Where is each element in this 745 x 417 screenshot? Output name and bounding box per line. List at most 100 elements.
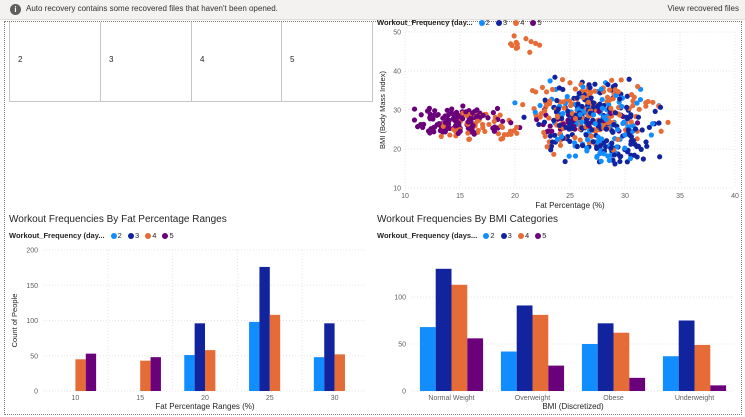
scatter-point[interactable] (542, 108, 548, 114)
scatter-point[interactable] (460, 116, 466, 122)
scatter-point[interactable] (460, 103, 466, 109)
scatter-point[interactable] (557, 142, 564, 148)
scatter-point[interactable] (500, 135, 506, 141)
scatter-point[interactable] (512, 100, 518, 106)
scatter-point[interactable] (491, 118, 497, 124)
scatter-point[interactable] (411, 117, 418, 123)
scatter-point[interactable] (619, 103, 625, 110)
scatter-point[interactable] (603, 126, 609, 132)
scatter-point[interactable] (622, 132, 628, 138)
scatter-point[interactable] (463, 109, 469, 115)
scatter-point[interactable] (612, 161, 618, 167)
scatter-point[interactable] (637, 96, 644, 103)
scatter-point[interactable] (584, 147, 590, 154)
scatter-point[interactable] (572, 135, 578, 141)
scatter-point[interactable] (447, 132, 453, 138)
scatter-point[interactable] (640, 156, 646, 162)
scatter-point[interactable] (596, 138, 602, 145)
scatter-point[interactable] (620, 120, 626, 126)
scatter-point[interactable] (579, 103, 585, 110)
scatter-point[interactable] (645, 98, 651, 105)
scatter-point[interactable] (551, 117, 557, 123)
scatter-point[interactable] (634, 100, 640, 106)
scatter-point[interactable] (565, 108, 571, 114)
scatter-point[interactable] (411, 106, 418, 112)
scatter-point[interactable] (521, 114, 527, 120)
scatter-point[interactable] (632, 126, 639, 132)
fat-bar-chart[interactable]: 0 50 100 150 200 10 15 20 25 30 Fat Percentage Ran… (5, 240, 371, 412)
scatter-point[interactable] (434, 122, 440, 128)
table-cell[interactable]: 2 (10, 22, 101, 101)
scatter-point[interactable] (577, 137, 583, 143)
scatter-point[interactable] (615, 127, 621, 133)
legend-item[interactable]: 2 (107, 231, 122, 240)
scatter-point[interactable] (444, 107, 450, 113)
scatter-point[interactable] (442, 129, 448, 135)
scatter-point[interactable] (574, 95, 580, 101)
scatter-point[interactable] (652, 108, 658, 115)
scatter-point[interactable] (618, 153, 624, 159)
legend-item[interactable]: 3 (124, 231, 139, 240)
scatter-point[interactable] (552, 132, 558, 138)
scatter-point[interactable] (511, 127, 517, 134)
scatter-point[interactable] (611, 121, 617, 128)
scatter-point[interactable] (558, 134, 565, 140)
scatter-point[interactable] (455, 130, 461, 137)
scatter-point[interactable] (597, 143, 604, 149)
scatter-point[interactable] (427, 130, 433, 136)
scatter-point[interactable] (630, 137, 637, 144)
scatter-point[interactable] (440, 115, 446, 121)
bar[interactable] (532, 314, 549, 391)
scatter-point[interactable] (575, 101, 581, 107)
scatter-point[interactable] (608, 105, 614, 111)
scatter-point[interactable] (541, 129, 547, 136)
legend-item[interactable]: 2 (479, 231, 495, 240)
scatter-point[interactable] (543, 89, 550, 95)
bar[interactable] (694, 344, 711, 391)
scatter-point[interactable] (583, 132, 589, 138)
scatter-point[interactable] (585, 121, 591, 127)
scatter-point[interactable] (585, 99, 591, 105)
scatter-point[interactable] (635, 114, 642, 120)
scatter-point[interactable] (617, 96, 623, 102)
legend-item[interactable]: 3 (497, 231, 512, 240)
scatter-point[interactable] (566, 153, 572, 159)
scatter-point[interactable] (482, 128, 488, 135)
scatter-point[interactable] (559, 77, 566, 83)
bar[interactable] (324, 323, 335, 391)
scatter-point[interactable] (495, 131, 502, 137)
scatter-point[interactable] (610, 129, 616, 135)
scatter-point[interactable] (486, 121, 492, 128)
scatter-point[interactable] (627, 155, 634, 162)
scatter-point[interactable] (636, 106, 642, 112)
scatter-point[interactable] (592, 121, 598, 127)
legend-item[interactable]: 2 (475, 18, 490, 27)
scatter-point[interactable] (624, 93, 630, 99)
scatter-point[interactable] (572, 153, 579, 159)
bar[interactable] (419, 327, 436, 391)
scatter-point[interactable] (438, 133, 444, 139)
legend-item[interactable]: 4 (509, 18, 524, 27)
scatter-point[interactable] (629, 92, 635, 98)
scatter-point[interactable] (559, 115, 565, 122)
scatter-point[interactable] (596, 108, 602, 115)
scatter-point[interactable] (615, 136, 621, 143)
scatter-point[interactable] (595, 104, 601, 110)
bar[interactable] (85, 353, 97, 391)
scatter-point[interactable] (635, 83, 641, 90)
scatter-point[interactable] (497, 112, 503, 118)
scatter-point[interactable] (572, 86, 579, 92)
scatter-point[interactable] (554, 136, 561, 142)
scatter-point[interactable] (593, 128, 599, 134)
bar[interactable] (548, 365, 565, 391)
scatter-point[interactable] (432, 108, 438, 114)
table-visual[interactable]: 2 3 4 5 (9, 22, 373, 102)
scatter-point[interactable] (625, 116, 631, 122)
bar[interactable] (662, 356, 679, 391)
scatter-point[interactable] (590, 112, 597, 118)
scatter-point[interactable] (537, 102, 543, 109)
scatter-point[interactable] (554, 114, 561, 120)
scatter-point[interactable] (435, 111, 441, 118)
scatter-point[interactable] (566, 98, 573, 104)
bar[interactable] (334, 354, 345, 391)
